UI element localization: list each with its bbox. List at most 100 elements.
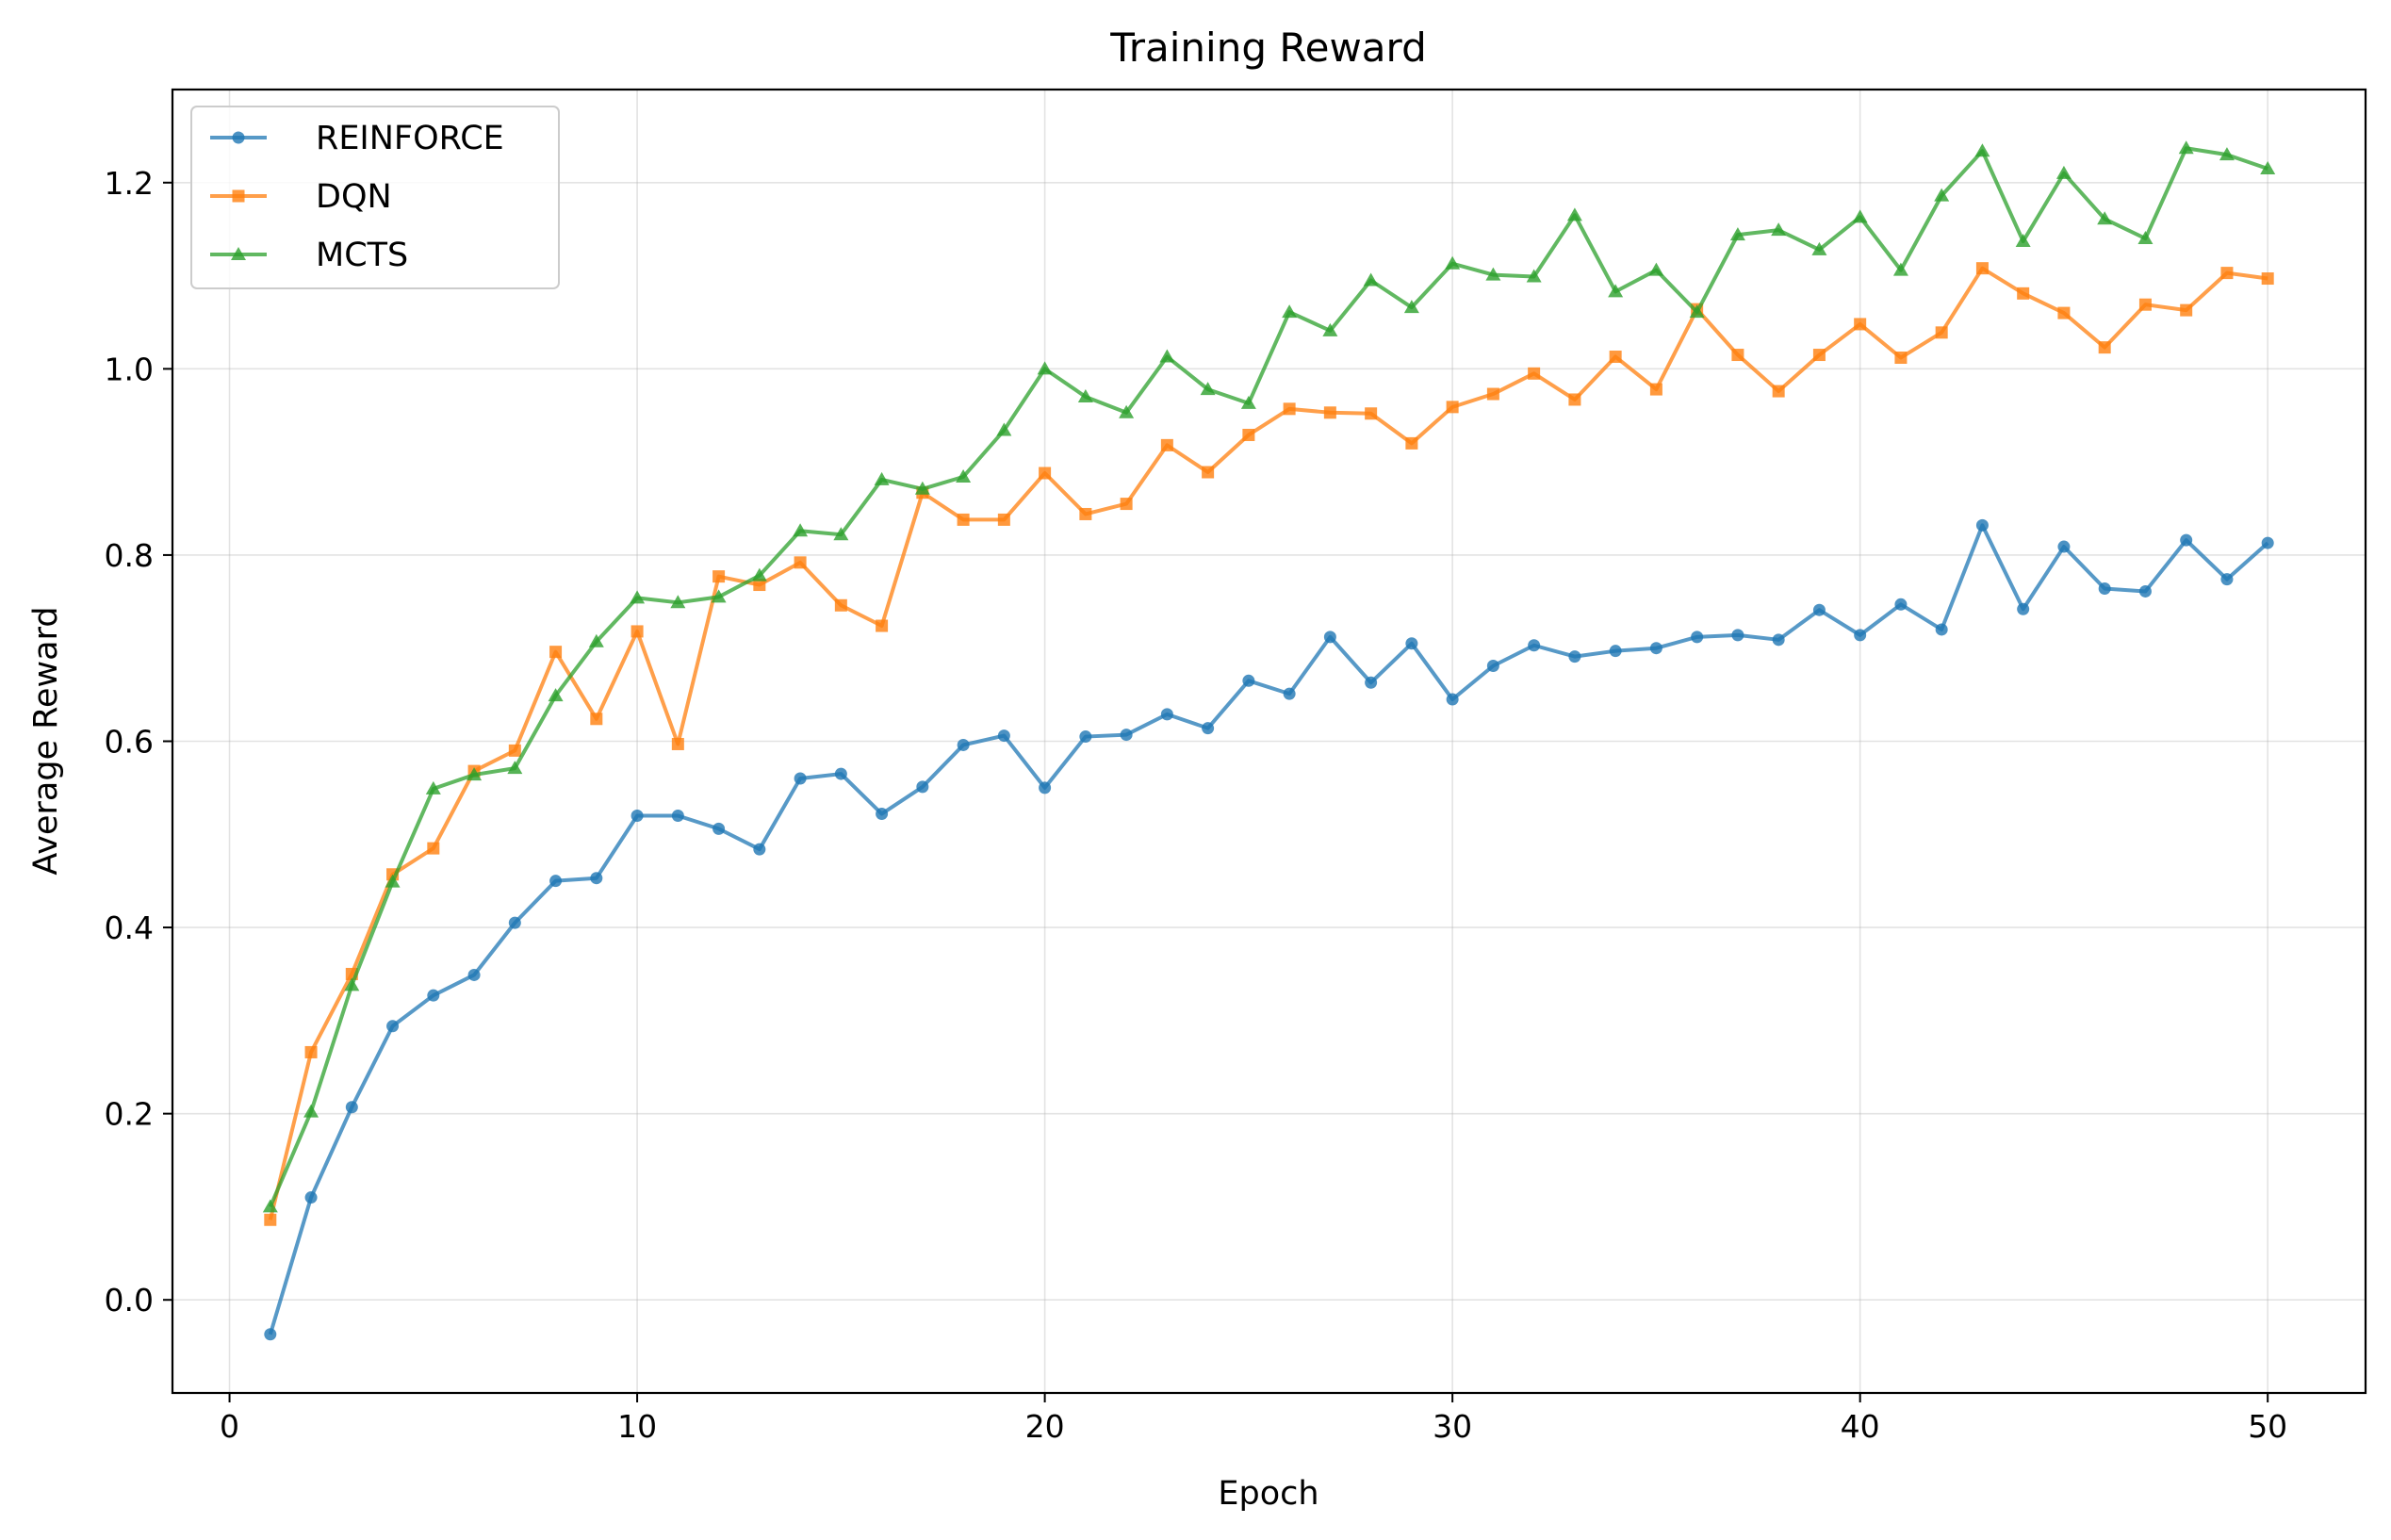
data-point-reinforce xyxy=(1894,598,1908,611)
data-point-reinforce xyxy=(467,968,481,981)
data-point-mcts xyxy=(1934,188,1950,202)
data-point-mcts xyxy=(1526,269,1542,283)
data-point-mcts xyxy=(1892,262,1908,276)
data-point-reinforce xyxy=(1731,629,1744,642)
x-tick-label: 40 xyxy=(1841,1408,1880,1445)
data-point-dqn xyxy=(264,1213,277,1226)
data-point-reinforce xyxy=(916,780,929,794)
data-point-dqn xyxy=(2098,341,2111,354)
data-point-reinforce xyxy=(1120,729,1133,742)
x-axis-label: Epoch xyxy=(1218,1475,1318,1513)
data-point-dqn xyxy=(2057,306,2071,319)
data-point-dqn xyxy=(1283,402,1296,416)
data-point-reinforce xyxy=(1283,687,1296,700)
data-point-reinforce xyxy=(631,810,644,823)
data-point-mcts xyxy=(1852,209,1868,223)
data-point-dqn xyxy=(834,598,847,612)
y-tick-label: 1.2 xyxy=(105,165,154,202)
data-point-mcts xyxy=(303,1104,319,1118)
data-point-dqn xyxy=(304,1045,318,1058)
legend-label: MCTS xyxy=(316,237,408,274)
data-point-mcts xyxy=(2055,165,2072,179)
data-point-dqn xyxy=(671,737,684,750)
data-point-reinforce xyxy=(671,810,684,823)
data-point-reinforce xyxy=(1854,629,1867,642)
data-point-dqn xyxy=(1120,498,1133,511)
data-point-reinforce xyxy=(386,1020,400,1033)
data-point-mcts xyxy=(833,527,849,541)
y-axis-label: Average Reward xyxy=(27,606,65,875)
grid xyxy=(172,90,2366,1393)
data-point-dqn xyxy=(1649,383,1662,396)
data-point-reinforce xyxy=(345,1101,358,1114)
ticks: 0 10 20 30 40 50 0.0 0.2 0.4 0.6 0.8 1.0 1.2 xyxy=(105,165,2288,1445)
data-point-reinforce xyxy=(1202,722,1215,735)
data-point-mcts xyxy=(262,1199,278,1213)
data-point-mcts xyxy=(1363,272,1379,287)
data-point-dqn xyxy=(1039,467,1052,480)
data-point-dqn xyxy=(1079,507,1092,520)
legend-item-reinforce: REINFORCE xyxy=(210,120,504,157)
data-point-reinforce xyxy=(834,767,847,780)
data-point-mcts xyxy=(1240,395,1256,409)
series-reinforce xyxy=(264,518,2274,1341)
data-point-mcts xyxy=(588,633,604,647)
data-point-reinforce xyxy=(957,738,970,751)
data-point-reinforce xyxy=(590,872,603,885)
data-point-reinforce xyxy=(1649,642,1662,655)
data-point-mcts xyxy=(1077,388,1093,402)
legend-label: REINFORCE xyxy=(316,120,504,157)
y-tick-label: 0.6 xyxy=(105,724,154,761)
data-point-mcts xyxy=(711,589,727,603)
data-point-dqn xyxy=(876,619,889,632)
data-point-reinforce xyxy=(712,822,726,835)
series-group xyxy=(262,140,2276,1341)
data-point-dqn xyxy=(1731,349,1744,362)
data-point-mcts xyxy=(1445,255,1461,270)
data-point-dqn xyxy=(1975,262,1989,275)
data-point-reinforce xyxy=(1691,631,1704,644)
data-point-dqn xyxy=(427,842,440,855)
data-point-mcts xyxy=(1811,241,1827,255)
data-point-dqn xyxy=(1568,393,1581,406)
data-point-mcts xyxy=(385,874,401,888)
legend-swatch-marker xyxy=(232,189,245,203)
data-point-mcts xyxy=(1485,267,1501,281)
data-point-reinforce xyxy=(1323,631,1336,644)
data-point-mcts xyxy=(2015,234,2031,248)
data-point-reinforce xyxy=(1486,659,1499,672)
legend-item-dqn: DQN xyxy=(210,178,392,216)
data-point-reinforce xyxy=(2220,573,2234,586)
data-point-mcts xyxy=(1037,361,1053,375)
data-point-mcts xyxy=(1200,382,1216,396)
data-point-dqn xyxy=(997,513,1010,526)
data-point-reinforce xyxy=(1405,637,1418,650)
data-point-dqn xyxy=(1202,466,1215,479)
data-point-reinforce xyxy=(264,1328,277,1341)
x-tick-label: 10 xyxy=(617,1408,657,1445)
data-point-dqn xyxy=(1894,352,1908,365)
data-point-reinforce xyxy=(2180,533,2193,547)
data-point-mcts xyxy=(425,780,441,795)
series-line-dqn xyxy=(268,266,2268,1221)
data-point-mcts xyxy=(1729,227,1745,241)
data-point-mcts xyxy=(630,590,646,604)
legend: REINFORCE DQN MCTS xyxy=(190,106,560,289)
data-point-dqn xyxy=(1772,385,1785,398)
data-point-mcts xyxy=(2178,140,2194,155)
legend-item-mcts: MCTS xyxy=(210,237,408,274)
data-point-mcts xyxy=(1974,143,1990,157)
data-point-dqn xyxy=(1528,367,1541,380)
y-tick-label: 0.8 xyxy=(105,537,154,574)
data-point-mcts xyxy=(1648,262,1664,276)
legend-box xyxy=(190,106,560,289)
data-point-reinforce xyxy=(876,808,889,821)
data-point-reinforce xyxy=(1446,693,1459,706)
data-point-mcts xyxy=(914,481,930,495)
data-point-mcts xyxy=(2097,211,2113,225)
data-point-reinforce xyxy=(1039,781,1052,795)
data-point-reinforce xyxy=(1365,676,1378,689)
data-point-dqn xyxy=(1935,326,1948,339)
data-point-reinforce xyxy=(1812,603,1826,616)
data-point-mcts xyxy=(793,523,809,537)
